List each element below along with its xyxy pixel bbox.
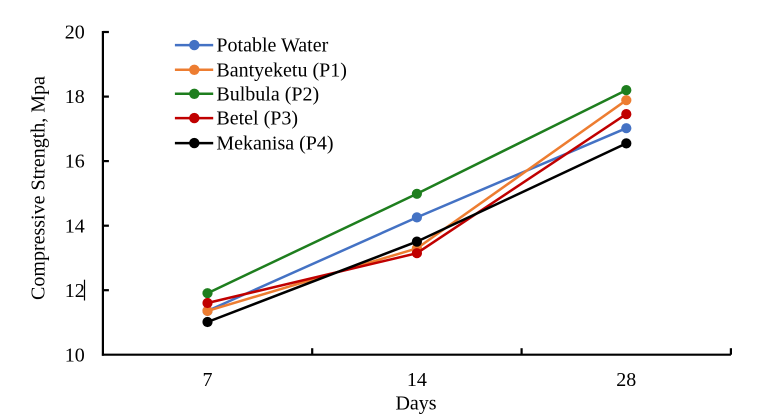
svg-text:Days: Days [395, 392, 436, 414]
svg-text:20: 20 [65, 22, 85, 44]
svg-text:14: 14 [65, 215, 85, 237]
svg-text:16: 16 [65, 151, 85, 173]
svg-text:Potable Water: Potable Water [216, 35, 328, 57]
svg-text:Betel (P3): Betel (P3) [216, 108, 298, 130]
svg-text:Bantyeketu (P1): Bantyeketu (P1) [216, 59, 347, 81]
svg-text:7: 7 [203, 369, 213, 391]
svg-text:12: 12 [65, 280, 85, 302]
svg-text:18: 18 [65, 86, 85, 108]
svg-text:10: 10 [65, 344, 85, 366]
svg-text:28: 28 [616, 369, 636, 391]
svg-text:Bulbula (P2): Bulbula (P2) [216, 83, 319, 105]
svg-text:Compressive Strength, Mpa: Compressive Strength, Mpa [28, 76, 50, 300]
svg-text:Mekanisa (P4): Mekanisa (P4) [216, 133, 333, 155]
svg-text:14: 14 [407, 369, 427, 391]
